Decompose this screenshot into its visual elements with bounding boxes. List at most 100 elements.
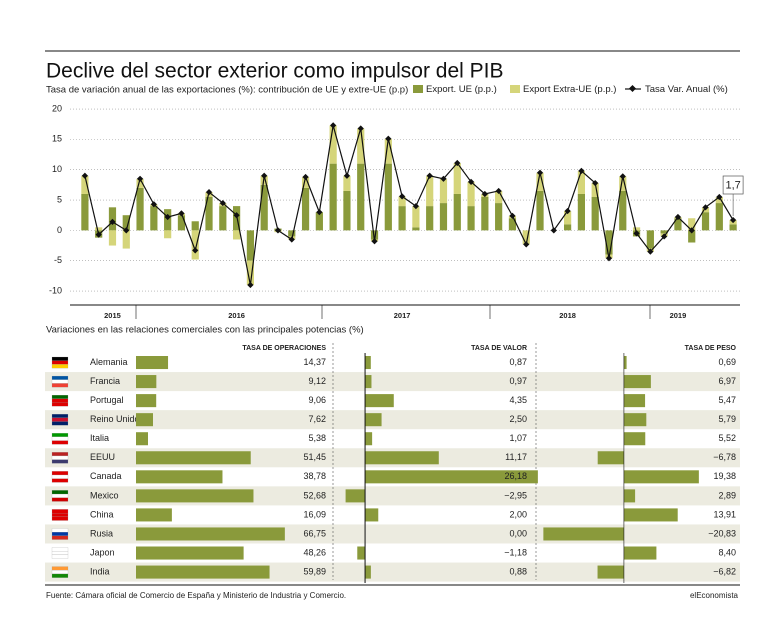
value-label: 26,18 (504, 471, 527, 481)
bar (365, 432, 373, 446)
bar (398, 206, 406, 231)
value-label: 4,35 (509, 395, 527, 405)
value-label: 0,69 (718, 357, 736, 367)
point (274, 227, 282, 234)
flag-stripe (51, 509, 69, 514)
legend-label: Export Extra-UE (p.p.) (523, 84, 616, 95)
country-name: Reino Unido (90, 414, 140, 424)
flag-stripe (51, 364, 69, 369)
value-label: 0,00 (509, 528, 527, 538)
bar (136, 451, 251, 465)
bar (481, 197, 489, 231)
value-label: −6,78 (713, 452, 736, 462)
bar (701, 212, 710, 231)
bar (623, 413, 647, 427)
bar (136, 546, 244, 560)
bar (412, 227, 420, 231)
value-label: 52,68 (303, 490, 326, 500)
legend-swatch (510, 85, 520, 93)
bar (605, 230, 613, 255)
bar (301, 176, 310, 188)
flag-stripe (51, 375, 69, 380)
bar (426, 206, 434, 231)
point (150, 201, 157, 208)
bar (81, 175, 89, 194)
value-label: 13,91 (713, 509, 736, 519)
column-header: TASA DE PESO (685, 345, 737, 352)
value-label: 14,37 (303, 357, 326, 367)
flag-stripe (51, 547, 69, 552)
bar (136, 394, 157, 408)
bar (315, 212, 323, 231)
bar (81, 193, 89, 231)
y-tick-label: -5 (54, 255, 62, 265)
flag-stripe (51, 402, 69, 407)
flag-stripe (51, 417, 69, 422)
flag-stripe (51, 474, 69, 479)
point (178, 210, 185, 217)
point (192, 247, 199, 254)
flag-stripe (51, 414, 69, 418)
bar (370, 230, 379, 240)
flag-stripe (51, 383, 69, 388)
country-name: China (90, 509, 114, 519)
bar (660, 230, 668, 234)
value-label: 51,45 (303, 452, 326, 462)
bar (219, 206, 227, 231)
bar (467, 181, 475, 207)
bar (564, 210, 572, 225)
bar (136, 375, 157, 389)
bar (136, 178, 144, 188)
flag-stripe (51, 497, 69, 502)
bar (623, 356, 627, 370)
bar (191, 221, 199, 231)
point (288, 236, 295, 243)
bar (136, 565, 270, 579)
flag-stripe (51, 455, 69, 460)
bar (619, 190, 627, 231)
flag-stripe (51, 512, 69, 517)
point (95, 231, 102, 238)
bar (136, 187, 144, 231)
bar (122, 230, 130, 249)
chart-title: Declive del sector exterior como impulso… (46, 60, 504, 83)
x-tick-label: 2015 (104, 311, 121, 320)
point (136, 175, 144, 182)
flag-stripe (51, 440, 69, 445)
y-tick-label: 5 (57, 194, 62, 204)
flag-stripe (51, 421, 69, 426)
value-label: 2,89 (718, 490, 736, 500)
bar (177, 215, 186, 231)
x-tick-label: 2016 (228, 311, 245, 320)
bar (384, 138, 392, 164)
bar (439, 203, 448, 231)
value-label: −1,18 (504, 547, 527, 557)
flag-stripe (51, 398, 69, 403)
bar (591, 183, 599, 198)
bar (136, 413, 153, 427)
row-band (45, 410, 740, 430)
bar (136, 508, 172, 522)
value-label: 5,38 (308, 433, 326, 443)
value-label: 2,50 (509, 414, 527, 424)
bar (522, 230, 530, 245)
point (509, 212, 516, 219)
bar (623, 394, 646, 408)
value-label: 5,79 (718, 414, 736, 424)
country-name: Alemania (90, 357, 128, 367)
bar (619, 176, 627, 191)
country-name: Italia (90, 433, 109, 443)
bar (288, 230, 296, 237)
bar (365, 508, 379, 522)
bar (543, 527, 624, 541)
bar (536, 172, 544, 191)
column-header: TASA DE OPERACIONES (242, 345, 326, 352)
bar (632, 227, 641, 231)
bar (357, 128, 365, 164)
flag-stripe (51, 379, 69, 384)
bar (345, 489, 366, 503)
bar (564, 224, 572, 231)
row-band (45, 372, 740, 392)
x-tick-label: 2017 (394, 311, 411, 320)
bar (136, 432, 148, 446)
